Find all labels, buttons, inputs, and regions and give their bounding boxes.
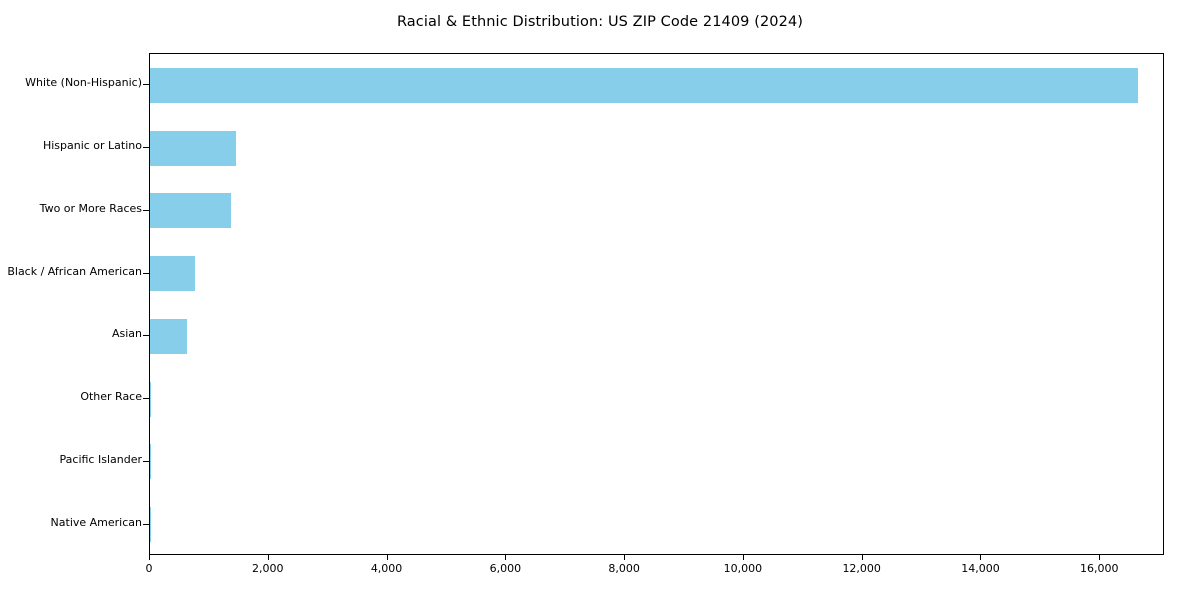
y-axis-tick-labels: White (Non-Hispanic) Hispanic or Latino Tw…: [0, 53, 142, 555]
plot-area: [149, 53, 1164, 555]
bar: [150, 193, 231, 229]
x-axis-tick-label: 8,000: [608, 562, 640, 575]
x-axis-tick-mark: [505, 555, 507, 560]
bars-layer: [150, 54, 1163, 554]
x-axis-tick-mark: [267, 555, 269, 560]
y-axis-tick-mark: [143, 335, 149, 337]
x-axis-tick-label: 4,000: [370, 562, 403, 575]
y-axis-tick-mark: [143, 398, 149, 400]
x-axis-tick-label: 16,000: [1080, 562, 1119, 575]
y-axis-tick-label: Hispanic or Latino: [42, 139, 142, 153]
y-axis-tick-label: Native American: [50, 515, 142, 529]
x-axis-tick-label: 0: [145, 562, 153, 575]
y-axis-tick-mark: [143, 84, 149, 86]
y-axis-tick-mark: [143, 523, 149, 525]
bar: [150, 67, 1139, 103]
y-axis-tick-mark: [143, 460, 149, 462]
bar: [150, 256, 195, 292]
x-axis-tick-mark: [624, 555, 626, 560]
x-axis-tick-mark: [1099, 555, 1101, 560]
y-axis-tick-label: Two or More Races: [39, 201, 142, 215]
x-axis-tick-label: 12,000: [842, 562, 881, 575]
x-axis-ticks: 0 2,000 4,000 6,000 8,000 10,000 12,000 14,000 1…: [145, 555, 1164, 595]
x-axis-tick-label: 14,000: [961, 562, 1000, 575]
y-axis-tick-label: Other Race: [80, 390, 142, 404]
x-axis-tick-mark: [980, 555, 982, 560]
bar: [150, 130, 236, 166]
y-axis-tick-mark: [143, 272, 149, 274]
x-axis-tick-mark: [742, 555, 744, 560]
y-axis-tick-label: Pacific Islander: [59, 452, 142, 466]
y-axis-tick-label: White (Non-Hispanic): [25, 76, 142, 90]
y-axis-tick-mark: [143, 209, 149, 211]
chart-title: Racial & Ethnic Distribution: US ZIP Cod…: [396, 14, 804, 30]
x-axis-tick-mark: [861, 555, 863, 560]
y-axis-tick-label: Black / African American: [7, 264, 142, 278]
y-axis-tick-marks: [0, 53, 150, 555]
x-axis-tick-mark: [149, 555, 150, 560]
x-axis-tick-label: 2,000: [252, 562, 284, 575]
y-axis-tick-label: Asian: [111, 327, 142, 341]
bar: [150, 381, 152, 417]
x-axis-tick-label: 10,000: [723, 562, 763, 575]
x-axis-tick-label: 6,000: [489, 562, 522, 575]
bar: [150, 318, 187, 354]
x-axis-tick-mark: [386, 555, 388, 560]
y-axis-tick-mark: [143, 147, 149, 149]
